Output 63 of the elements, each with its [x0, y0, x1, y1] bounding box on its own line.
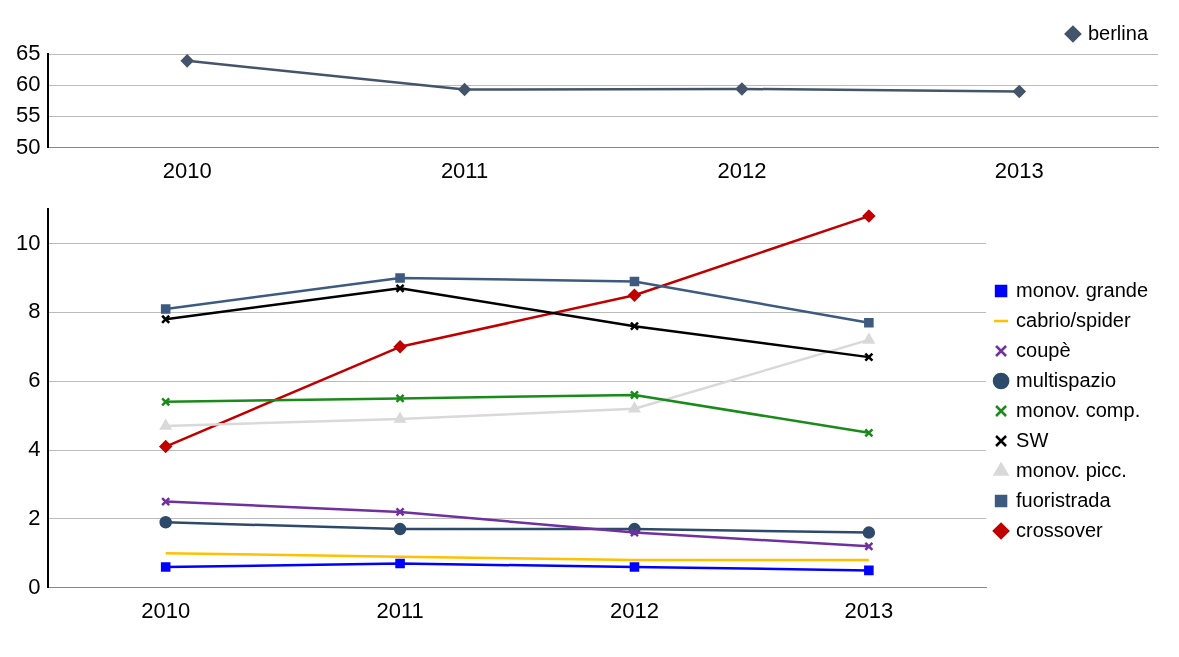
x-tick-label: 2012: [717, 157, 767, 183]
legend-label: crossover: [1016, 518, 1104, 541]
point: [160, 419, 172, 430]
y-tick-label: 65: [15, 40, 41, 66]
point: [864, 541, 874, 552]
point: [864, 565, 874, 576]
x-tick-label: 2010: [141, 597, 191, 623]
y-tick-label: 60: [15, 71, 41, 97]
legend-label: fuoristrada: [1016, 488, 1112, 511]
point: [735, 82, 749, 96]
point: [629, 276, 640, 287]
point: [862, 526, 876, 539]
legend-label: monov. picc.: [1016, 458, 1127, 481]
point: [393, 340, 407, 354]
x-tick-label: 2010: [162, 157, 212, 183]
y-tick-label: 4: [28, 436, 41, 462]
point: [180, 54, 194, 68]
point: [159, 440, 172, 453]
legend-label: monov. comp.: [1016, 398, 1141, 421]
point: [863, 333, 875, 344]
point: [1013, 85, 1026, 98]
point: [395, 273, 405, 283]
point: [160, 562, 171, 572]
x-tick-label: 2013: [844, 597, 894, 623]
point: [159, 515, 172, 529]
point: [629, 527, 640, 538]
legend-label: monov. grande: [1016, 278, 1148, 301]
point: [628, 402, 641, 413]
x-tick-label: 2011: [440, 157, 489, 183]
y-tick-label: 0: [28, 573, 41, 599]
y-tick-label: 6: [28, 367, 41, 393]
point: [629, 562, 640, 572]
legend-label: cabrio/spider: [1016, 308, 1131, 331]
y-tick-label: 2: [28, 504, 41, 530]
legend-label: multispazio: [1016, 368, 1117, 391]
point: [864, 428, 874, 438]
legend-label: berlina: [1087, 21, 1149, 44]
point: [160, 496, 171, 507]
point: [393, 522, 407, 536]
x-tick-label: 2012: [609, 597, 659, 623]
x-tick-label: 2011: [376, 597, 424, 623]
y-tick-label: 55: [15, 102, 41, 128]
legend-label: SW: [1016, 428, 1049, 451]
point: [628, 288, 641, 302]
point: [862, 209, 876, 223]
point: [160, 314, 171, 325]
point: [160, 397, 171, 407]
point: [395, 558, 405, 569]
point: [395, 283, 405, 294]
point: [160, 304, 171, 314]
y-tick-label: 8: [28, 298, 41, 324]
x-tick-label: 2013: [994, 157, 1044, 183]
point: [395, 393, 405, 404]
point: [864, 352, 874, 362]
point: [394, 412, 406, 423]
point: [458, 83, 471, 96]
y-tick-label: 10: [15, 229, 41, 255]
y-tick-label: 50: [15, 133, 41, 159]
point: [864, 317, 874, 328]
point: [395, 507, 405, 517]
legend-label: coupè: [1016, 338, 1071, 361]
point: [629, 390, 640, 400]
point: [629, 321, 640, 331]
